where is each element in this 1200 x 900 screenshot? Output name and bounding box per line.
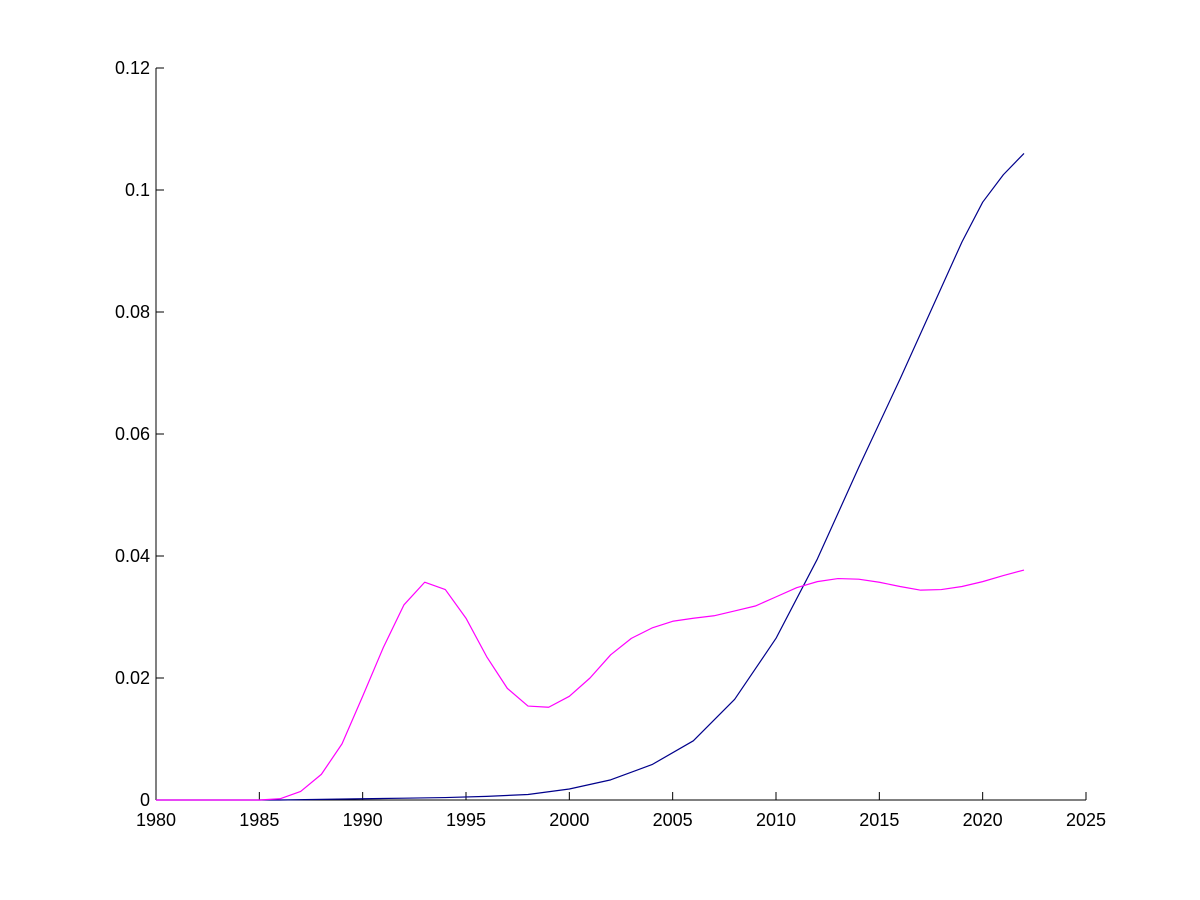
x-tick-label: 1995 [446, 810, 486, 830]
x-tick-label: 1990 [343, 810, 383, 830]
x-tick-label: 2005 [653, 810, 693, 830]
x-tick-label: 2010 [756, 810, 796, 830]
y-tick-label: 0.08 [115, 302, 150, 322]
x-tick-label: 2025 [1066, 810, 1106, 830]
y-tick-label: 0.04 [115, 546, 150, 566]
series-2-line [156, 569, 1025, 801]
y-tick-label: 0.02 [115, 668, 150, 688]
x-tick-label: 1985 [239, 810, 279, 830]
series-1-line [156, 152, 1025, 801]
series-layer [156, 152, 1025, 801]
y-tick-label: 0 [140, 790, 150, 810]
x-axis-ticks: 1980 1985 1990 1995 2000 2005 2010 2015 2020 2025 [136, 792, 1106, 830]
y-tick-label: 0.06 [115, 424, 150, 444]
y-tick-label: 0.1 [125, 180, 150, 200]
x-tick-label: 2020 [963, 810, 1003, 830]
y-axis-ticks: 0 0.02 0.04 0.06 0.08 0.1 0.12 [115, 58, 164, 810]
x-tick-label: 2015 [859, 810, 899, 830]
x-tick-label: 1980 [136, 810, 176, 830]
x-tick-label: 2000 [549, 810, 589, 830]
y-tick-label: 0.12 [115, 58, 150, 78]
